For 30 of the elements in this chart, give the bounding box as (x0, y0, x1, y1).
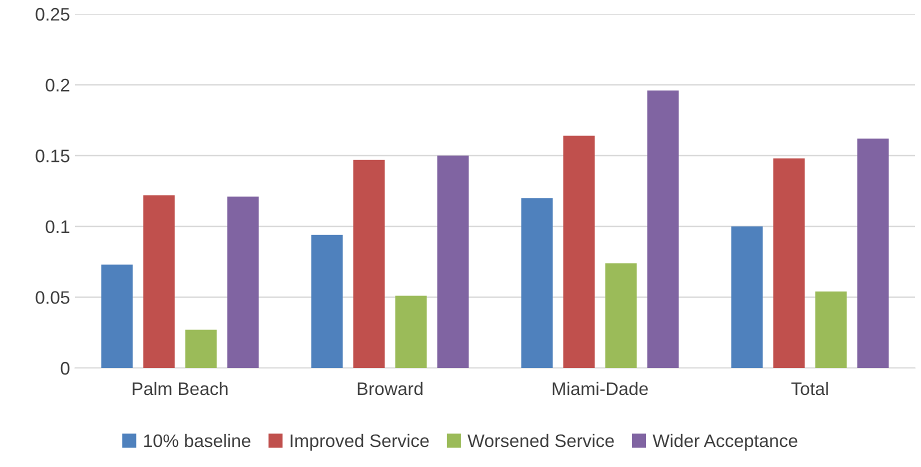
legend-label: Wider Acceptance (652, 434, 798, 451)
x-tick-label: Broward (358, 382, 422, 396)
bar (563, 136, 595, 368)
bar (521, 198, 553, 368)
x-tick-label: Palm Beach (132, 382, 228, 396)
y-tick-label: 0.15 (36, 150, 70, 162)
legend-label: Worsened Service (468, 434, 614, 448)
bar (815, 292, 847, 368)
bar (605, 263, 637, 368)
bar (311, 234, 343, 368)
x-tick-label: Miami-Dade (552, 382, 648, 396)
bar (395, 296, 427, 368)
bar (731, 226, 763, 368)
bar (857, 138, 889, 368)
bar (185, 330, 217, 368)
bar (437, 156, 469, 368)
y-tick-label: 0.2 (46, 78, 70, 92)
bar (773, 158, 805, 368)
y-tick-label: 0.05 (36, 291, 70, 304)
legend-label: 10% baseline (144, 434, 250, 448)
bar (647, 90, 679, 368)
y-tick-label: 0.1 (46, 220, 70, 234)
y-tick-label: 0 (60, 362, 70, 375)
bar (143, 195, 175, 368)
x-tick-label: Total (791, 382, 828, 396)
bar (101, 264, 133, 368)
bar (353, 160, 385, 368)
bar (227, 196, 259, 368)
y-tick-label: 0.25 (36, 8, 70, 21)
legend-label: Improved Service (290, 434, 429, 451)
